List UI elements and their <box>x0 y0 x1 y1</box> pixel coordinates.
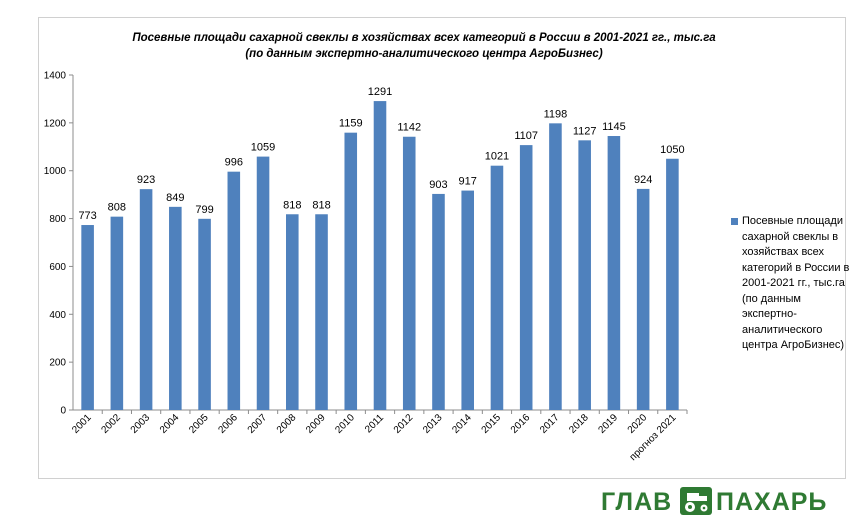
x-tick-label: 2016 <box>509 412 533 436</box>
x-tick-label: 2009 <box>304 412 328 436</box>
data-label: 799 <box>195 204 213 216</box>
y-tick-label: 600 <box>49 262 66 273</box>
bar <box>519 145 533 410</box>
bar <box>636 188 650 410</box>
x-tick-label: 2015 <box>480 412 504 436</box>
bar <box>315 214 328 410</box>
bar <box>198 218 211 410</box>
data-label: 1127 <box>573 125 597 137</box>
x-tick-label: 2012 <box>392 412 416 436</box>
x-tick-label: 2001 <box>70 412 94 436</box>
bar <box>285 214 299 410</box>
data-label: 773 <box>78 210 96 222</box>
x-tick-label: 2020 <box>626 412 650 436</box>
data-label: 1291 <box>368 86 392 98</box>
bar-chart: 0 200 400 600 800 1000 1200 1400 773 2001 808 2002 9… <box>44 71 688 463</box>
x-tick-label: 2006 <box>216 412 240 436</box>
data-label: 818 <box>312 199 330 211</box>
chart-frame: Посевные площади сахарной свеклы в хозяй… <box>38 17 849 479</box>
bar <box>139 189 153 410</box>
data-label: 996 <box>225 157 243 169</box>
y-tick-label: 800 <box>49 214 66 225</box>
y-tick-label: 1400 <box>44 71 67 82</box>
bar <box>549 123 562 410</box>
x-tick-label: 2014 <box>450 412 474 436</box>
x-tick-label: 2008 <box>275 412 299 436</box>
bar <box>81 225 94 410</box>
legend-label: Посевные площади сахарной свеклы в хозяй… <box>742 215 850 351</box>
y-tick-label: 400 <box>49 310 66 321</box>
glavpahar-logo: ГЛАВ ПАХАРЬ <box>601 484 826 518</box>
bar <box>256 156 270 410</box>
bar <box>402 136 416 410</box>
chart-title-line1: Посевные площади сахарной свеклы в хозяй… <box>132 32 716 44</box>
y-tick-label: 200 <box>49 358 66 369</box>
data-label: 903 <box>429 179 447 191</box>
data-label: 1198 <box>544 108 568 120</box>
x-tick-label: 2004 <box>158 412 182 436</box>
y-tick-label: 1200 <box>44 118 67 129</box>
bar <box>169 206 182 410</box>
y-tick-label: 0 <box>60 406 66 417</box>
legend-swatch <box>731 218 738 225</box>
tractor-logo-icon <box>680 487 712 515</box>
bar <box>666 158 679 410</box>
x-tick-label: 2003 <box>129 412 153 436</box>
x-tick-label: 2002 <box>99 412 123 436</box>
data-label: 1021 <box>485 151 509 163</box>
x-tick-label: 2007 <box>246 412 270 436</box>
bar <box>461 190 475 410</box>
data-label: 1059 <box>251 142 275 154</box>
x-tick-label: 2017 <box>538 412 562 436</box>
x-tick-label: 2011 <box>363 412 386 435</box>
logo-word-right: ПАХАРЬ <box>716 488 828 516</box>
data-label: 917 <box>459 176 477 188</box>
bar <box>110 216 124 410</box>
bar <box>432 193 445 410</box>
data-label: 808 <box>108 202 126 214</box>
x-tick-label: 2018 <box>567 412 591 436</box>
x-tick-label: 2010 <box>333 412 357 436</box>
data-label: 924 <box>634 174 652 186</box>
bar <box>490 165 504 410</box>
bar <box>373 101 387 410</box>
bar <box>578 140 591 410</box>
data-label: 1107 <box>514 130 538 142</box>
data-label: 818 <box>283 199 301 211</box>
x-tick-label: 2019 <box>597 412 621 436</box>
data-label: 923 <box>137 174 155 186</box>
data-label: 1142 <box>397 122 421 134</box>
logo-word-left: ГЛАВ <box>601 488 673 516</box>
chart-title: Посевные площади сахарной свеклы в хозяй… <box>39 30 809 62</box>
x-tick-label: 2013 <box>421 412 445 436</box>
y-tick-label: 1000 <box>44 166 67 177</box>
x-tick-label: 2005 <box>187 412 211 436</box>
data-label: 849 <box>166 192 184 204</box>
chart-title-line2: (по данным экспертно-аналитического цент… <box>245 48 603 60</box>
bar <box>344 132 358 410</box>
bar <box>227 171 241 410</box>
data-label: 1159 <box>339 118 363 130</box>
data-label: 1050 <box>660 144 684 156</box>
bar <box>607 136 621 410</box>
data-label: 1145 <box>602 121 626 133</box>
